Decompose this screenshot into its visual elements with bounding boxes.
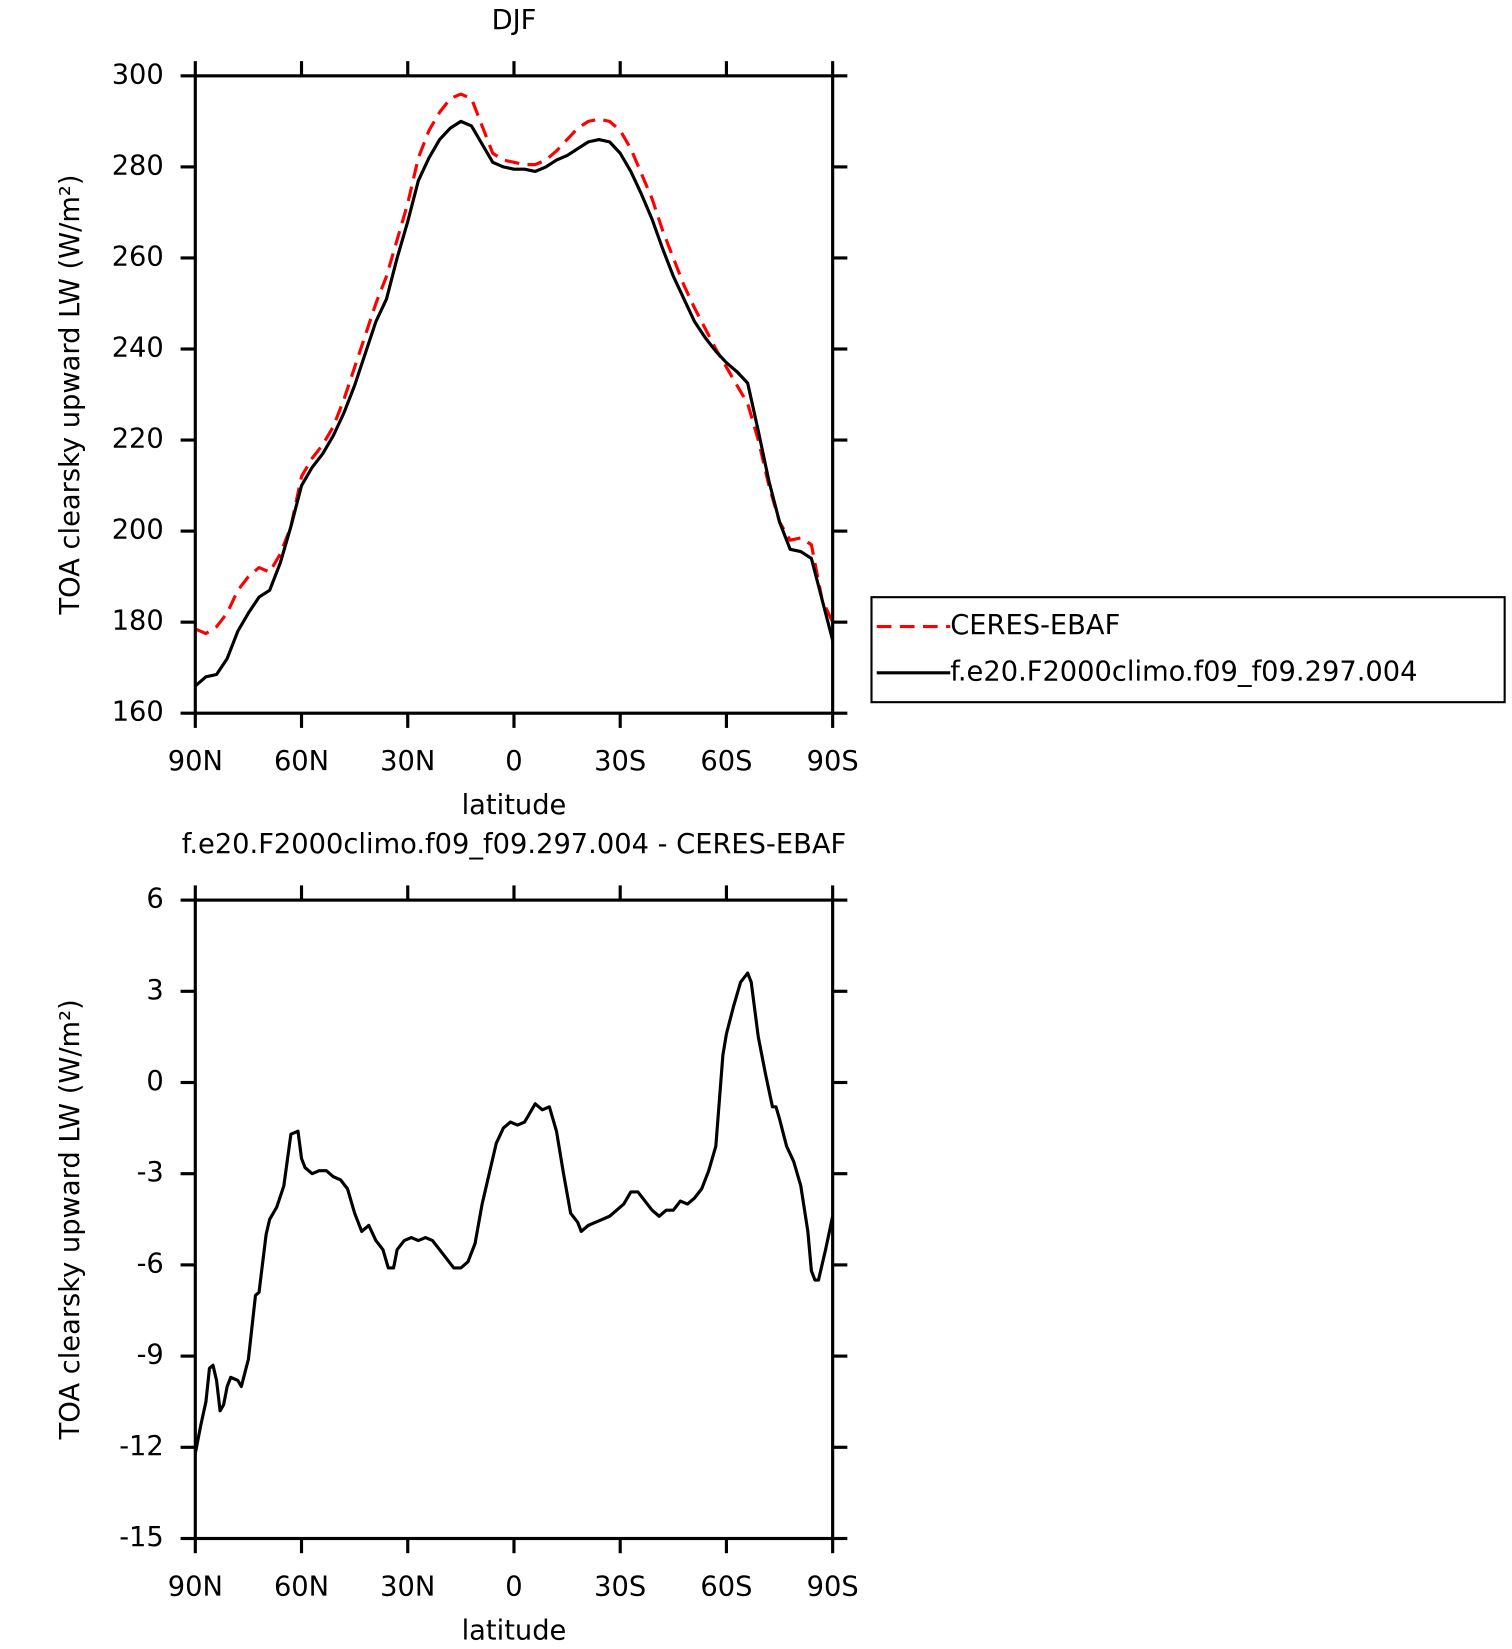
y-tick-label: 3 — [146, 975, 163, 1006]
x-tick-label: 0 — [505, 746, 522, 777]
y-tick-label: -6 — [137, 1248, 164, 1279]
x-tick-label: 90S — [807, 746, 859, 777]
x-tick-label: 30S — [594, 1571, 646, 1602]
y-tick-label: 260 — [112, 241, 164, 272]
x-tick-label: 60N — [274, 746, 329, 777]
y-tick-label: -9 — [137, 1340, 164, 1371]
y-tick-label: 0 — [146, 1066, 163, 1097]
legend-box — [870, 596, 1506, 704]
x-axis-label: latitude — [462, 790, 567, 821]
y-tick-label: -3 — [137, 1157, 164, 1188]
plot-frame — [193, 898, 835, 1541]
x-tick-label: 90S — [807, 1571, 859, 1602]
y-tick-label: 220 — [112, 424, 164, 455]
x-tick-label: 30S — [594, 746, 646, 777]
plot-frame — [193, 74, 835, 715]
y-tick-label: -15 — [119, 1522, 164, 1553]
data-line — [194, 92, 835, 636]
x-tick-label: 30N — [380, 1571, 435, 1602]
legend-label: f.e20.F2000climo.f09_f09.297.004 — [950, 656, 1417, 687]
y-tick-label: 200 — [112, 515, 164, 546]
x-axis-label: latitude — [462, 1615, 567, 1646]
y-tick-label: 240 — [112, 333, 164, 364]
y-axis-label: TOA clearsky upward LW (W/m²) — [55, 999, 86, 1440]
x-tick-label: 60S — [700, 746, 752, 777]
y-axis-label: TOA clearsky upward LW (W/m²) — [55, 174, 86, 615]
data-line — [194, 119, 835, 688]
y-tick-label: 180 — [112, 606, 164, 637]
y-tick-label: -12 — [119, 1431, 164, 1462]
x-tick-label: 0 — [505, 1571, 522, 1602]
y-tick-label: 280 — [112, 150, 164, 181]
y-tick-label: 6 — [146, 884, 163, 915]
x-tick-label: 90N — [168, 746, 223, 777]
data-line — [193, 971, 835, 1454]
x-tick-label: 60N — [274, 1571, 329, 1602]
x-tick-label: 30N — [380, 746, 435, 777]
legend-label: CERES-EBAF — [950, 610, 1120, 641]
chart-title: f.e20.F2000climo.f09_f09.297.004 - CERES… — [182, 829, 846, 860]
x-tick-label: 60S — [700, 1571, 752, 1602]
y-tick-label: 300 — [112, 59, 164, 90]
x-tick-label: 90N — [168, 1571, 223, 1602]
chart-title: DJF — [492, 5, 537, 36]
y-tick-label: 160 — [112, 697, 164, 728]
